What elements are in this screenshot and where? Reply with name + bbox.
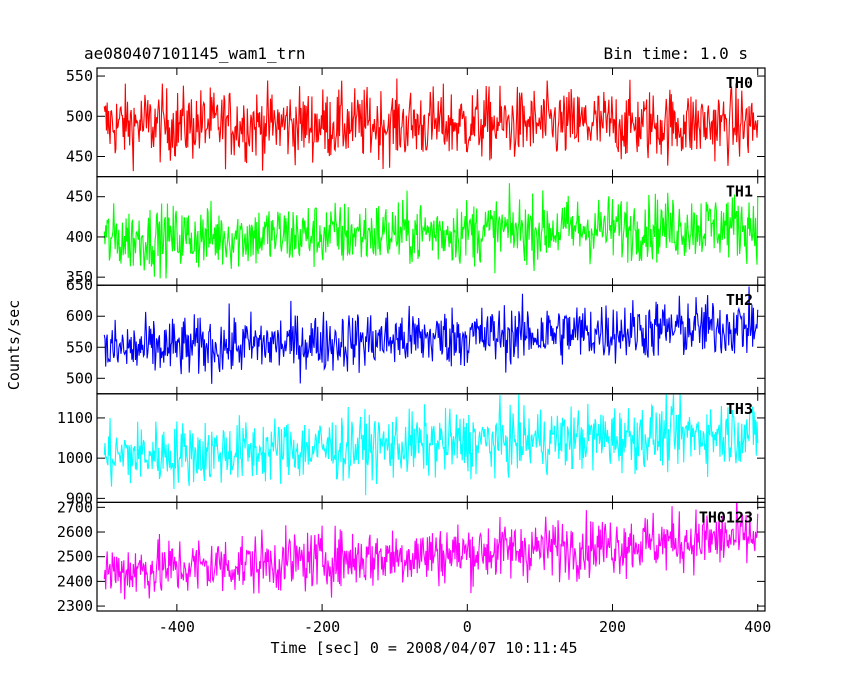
series-line-th3 bbox=[103, 393, 759, 496]
x-tick-label: 0 bbox=[463, 618, 472, 636]
series-line-th0123 bbox=[103, 502, 759, 600]
panel-label-th3: TH3 bbox=[726, 400, 753, 418]
y-tick-label: 500 bbox=[66, 107, 93, 125]
series-line-th0 bbox=[103, 78, 759, 172]
panel-label-th0: TH0 bbox=[726, 74, 753, 92]
panel-label-th1: TH1 bbox=[726, 183, 753, 201]
x-tick-label: -400 bbox=[159, 618, 195, 636]
y-tick-label: 600 bbox=[66, 307, 93, 325]
y-tick-label: 350 bbox=[66, 268, 93, 286]
y-tick-label: 500 bbox=[66, 369, 93, 387]
x-tick-label: 200 bbox=[599, 618, 626, 636]
y-tick-label: 2300 bbox=[57, 597, 93, 615]
y-tick-label: 450 bbox=[66, 147, 93, 165]
y-tick-label: 400 bbox=[66, 228, 93, 246]
x-tick-label: -200 bbox=[304, 618, 340, 636]
y-axis-label: Counts/sec bbox=[5, 299, 23, 391]
series-line-th1 bbox=[103, 183, 759, 279]
x-tick-label: 400 bbox=[744, 618, 771, 636]
y-tick-label: 1000 bbox=[57, 449, 93, 467]
plot-title: ae080407101145_wam1_trn bbox=[84, 44, 306, 63]
y-tick-label: 2400 bbox=[57, 572, 93, 590]
y-tick-label: 2700 bbox=[57, 498, 93, 516]
y-tick-label: 2600 bbox=[57, 523, 93, 541]
y-tick-label: 550 bbox=[66, 338, 93, 356]
y-tick-label: 650 bbox=[66, 276, 93, 294]
y-tick-label: 550 bbox=[66, 67, 93, 85]
x-axis-label: Time [sec] 0 = 2008/04/07 10:11:45 bbox=[270, 639, 578, 657]
panel-label-th2: TH2 bbox=[726, 291, 753, 309]
y-tick-label: 1100 bbox=[57, 409, 93, 427]
bin-time-label: Bin time: 1.0 s bbox=[603, 44, 749, 63]
y-tick-label: 2500 bbox=[57, 548, 93, 566]
panel-label-th0123: TH0123 bbox=[699, 508, 753, 526]
series-line-th2 bbox=[103, 286, 759, 384]
y-tick-label: 900 bbox=[66, 489, 93, 507]
y-tick-label: 450 bbox=[66, 188, 93, 206]
